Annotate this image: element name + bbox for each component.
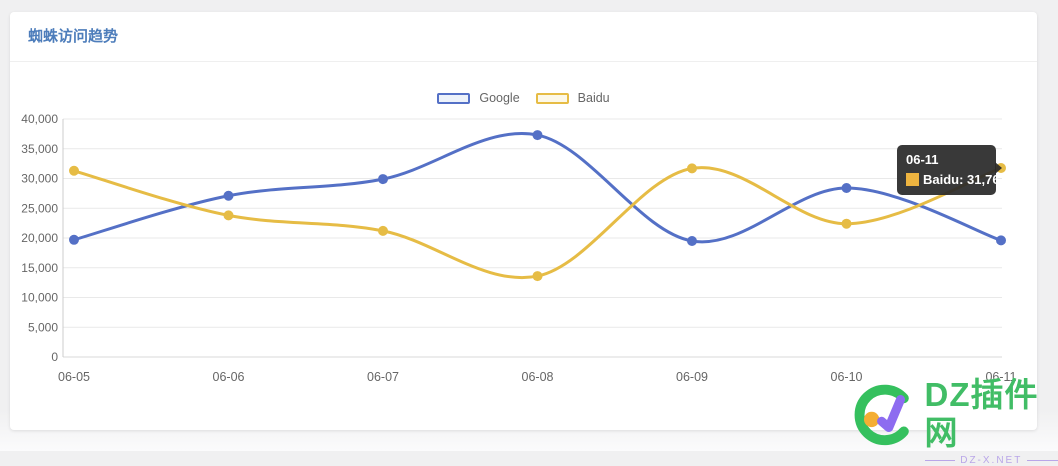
y-tick-label: 25,000 — [21, 201, 58, 215]
watermark-text: DZ插件网 DZ-X.NET — [924, 376, 1058, 466]
watermark: DZ插件网 DZ-X.NET — [850, 376, 1058, 466]
data-point-google[interactable] — [223, 190, 234, 201]
y-tick-label: 20,000 — [21, 231, 58, 245]
y-tick-label: 10,000 — [21, 291, 58, 305]
tooltip-series-marker — [906, 173, 919, 186]
y-tick-label: 40,000 — [21, 112, 58, 126]
tooltip-title: 06-11 — [906, 152, 939, 167]
y-tick-label: 30,000 — [21, 172, 58, 186]
watermark-dash-left — [924, 460, 956, 461]
data-point-google[interactable] — [996, 235, 1006, 246]
y-tick-label: 35,000 — [21, 142, 58, 156]
baidu-legend-swatch — [535, 92, 569, 104]
x-tick-label: 06-09 — [676, 370, 708, 384]
chart-tooltip: 06-11 Baidu: 31,762 — [897, 145, 1007, 195]
watermark-site-name: DZ插件网 — [924, 376, 1039, 451]
x-tick-label: 06-07 — [367, 370, 399, 384]
series-line-baidu — [72, 166, 1003, 279]
data-point-baidu[interactable] — [378, 225, 388, 236]
y-tick-label: 0 — [51, 350, 58, 364]
data-point-baidu[interactable] — [223, 210, 234, 221]
x-tick-label: 06-05 — [58, 370, 90, 384]
google-legend-label: Google — [479, 91, 520, 105]
chart-svg[interactable]: 0 5,000 10,000 15,000 20,000 25,000 30,000 35,0… — [10, 62, 1037, 429]
dzx-logo-icon — [854, 384, 909, 446]
x-tick-label: 06-06 — [213, 370, 245, 384]
data-point-google[interactable] — [687, 235, 697, 246]
page-title: 蜘蛛访问趋势 — [28, 28, 119, 45]
data-point-google[interactable] — [841, 183, 852, 194]
legend-item-google[interactable]: Google — [437, 91, 520, 105]
y-tick-label: 15,000 — [21, 261, 58, 275]
data-point-baidu[interactable] — [69, 165, 79, 176]
x-tick-label: 06-10 — [831, 370, 863, 384]
data-point-google[interactable] — [69, 234, 79, 245]
page: 蜘蛛访问趋势 Google Baidu 0 5,000 10,000 15,000 20… — [10, 12, 1058, 466]
y-tick-label: 5,000 — [28, 320, 58, 334]
data-point-baidu[interactable] — [687, 163, 697, 174]
series-line-google — [72, 132, 1003, 244]
google-legend-swatch — [437, 92, 471, 104]
chart-area[interactable]: Google Baidu 0 5,000 10,000 15,000 20,000 25,… — [10, 62, 1037, 429]
watermark-subline: DZ-X.NET — [924, 455, 1058, 466]
data-point-baidu[interactable] — [841, 218, 852, 229]
baidu-legend-label: Baidu — [577, 91, 610, 105]
card-header: 蜘蛛访问趋势 — [10, 12, 1037, 62]
watermark-dash-right — [1027, 460, 1058, 461]
data-point-google[interactable] — [378, 174, 388, 185]
chart-legend: Google Baidu — [10, 91, 1037, 105]
tooltip-value: Baidu: 31,762 — [923, 172, 1007, 187]
tooltip-row: Baidu: 31,762 — [906, 172, 1007, 187]
data-point-google[interactable] — [532, 130, 543, 141]
legend-item-baidu[interactable]: Baidu — [535, 91, 610, 105]
x-tick-label: 06-08 — [522, 370, 554, 384]
watermark-domain: DZ-X.NET — [960, 455, 1023, 466]
spider-trend-card: 蜘蛛访问趋势 Google Baidu 0 5,000 10,000 15,000 20… — [10, 12, 1037, 430]
x-tick-label: 06-11 — [985, 370, 1016, 384]
data-point-baidu[interactable] — [532, 271, 543, 282]
